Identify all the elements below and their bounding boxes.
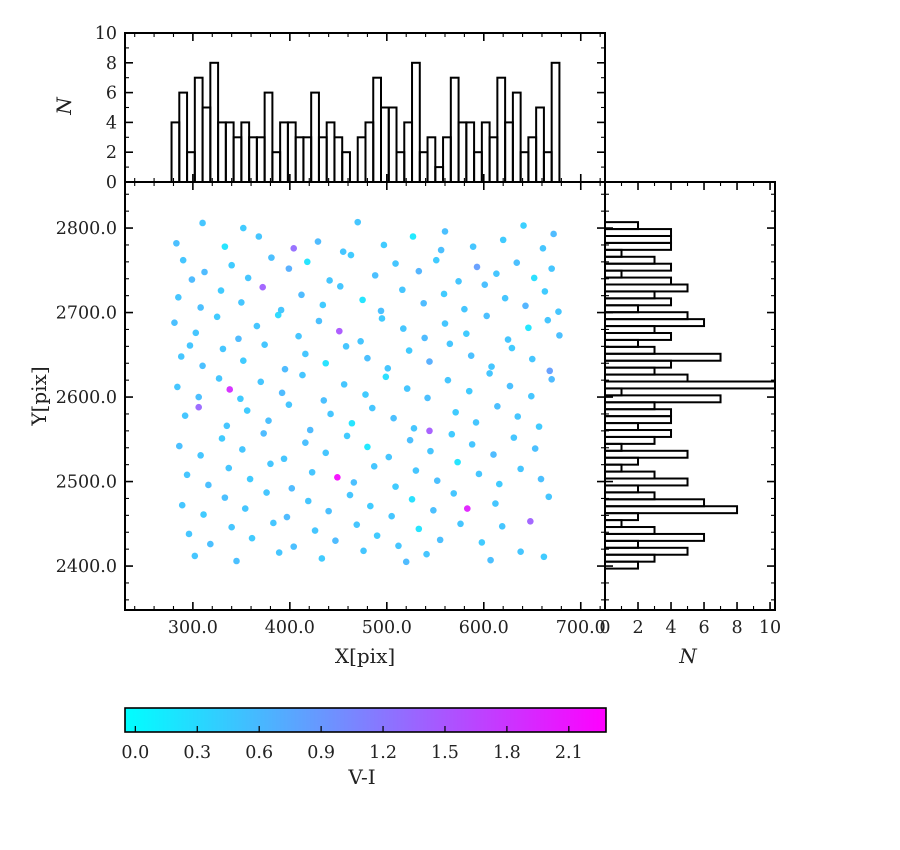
svg-text:6: 6: [106, 84, 117, 104]
svg-text:4: 4: [665, 618, 676, 638]
colorbar-gradient: [125, 708, 606, 732]
svg-text:2700.0: 2700.0: [56, 304, 117, 324]
svg-text:10: 10: [95, 24, 117, 44]
svg-text:6: 6: [698, 618, 709, 638]
svg-text:2: 2: [106, 143, 117, 163]
svg-text:300.0: 300.0: [168, 618, 218, 638]
svg-text:0: 0: [106, 173, 117, 193]
right-histogram-xlabel: N: [679, 644, 697, 668]
svg-text:600.0: 600.0: [459, 618, 509, 638]
svg-text:1.2: 1.2: [369, 743, 397, 763]
svg-text:400.0: 400.0: [265, 618, 315, 638]
svg-text:2500.0: 2500.0: [56, 473, 117, 493]
svg-text:1.5: 1.5: [431, 743, 459, 763]
svg-text:0.9: 0.9: [307, 743, 335, 763]
svg-text:4: 4: [106, 113, 117, 133]
svg-text:8: 8: [731, 618, 742, 638]
svg-text:0: 0: [599, 618, 610, 638]
svg-text:2.1: 2.1: [555, 743, 583, 763]
svg-text:2400.0: 2400.0: [56, 557, 117, 577]
svg-text:2800.0: 2800.0: [56, 219, 117, 239]
svg-text:0.3: 0.3: [183, 743, 211, 763]
svg-text:500.0: 500.0: [362, 618, 412, 638]
svg-text:8: 8: [106, 54, 117, 74]
svg-text:700.0: 700.0: [556, 618, 606, 638]
y-axis-label: Y[pix]: [27, 366, 51, 426]
svg-text:1.8: 1.8: [493, 743, 521, 763]
colorbar-label: V-I: [348, 765, 376, 789]
svg-text:0.6: 0.6: [245, 743, 273, 763]
x-axis-label: X[pix]: [334, 644, 396, 668]
svg-text:2600.0: 2600.0: [56, 388, 117, 408]
svg-text:0.0: 0.0: [121, 743, 149, 763]
svg-text:10: 10: [759, 618, 781, 638]
top-histogram-ylabel: N: [52, 97, 76, 115]
svg-text:2: 2: [632, 618, 643, 638]
